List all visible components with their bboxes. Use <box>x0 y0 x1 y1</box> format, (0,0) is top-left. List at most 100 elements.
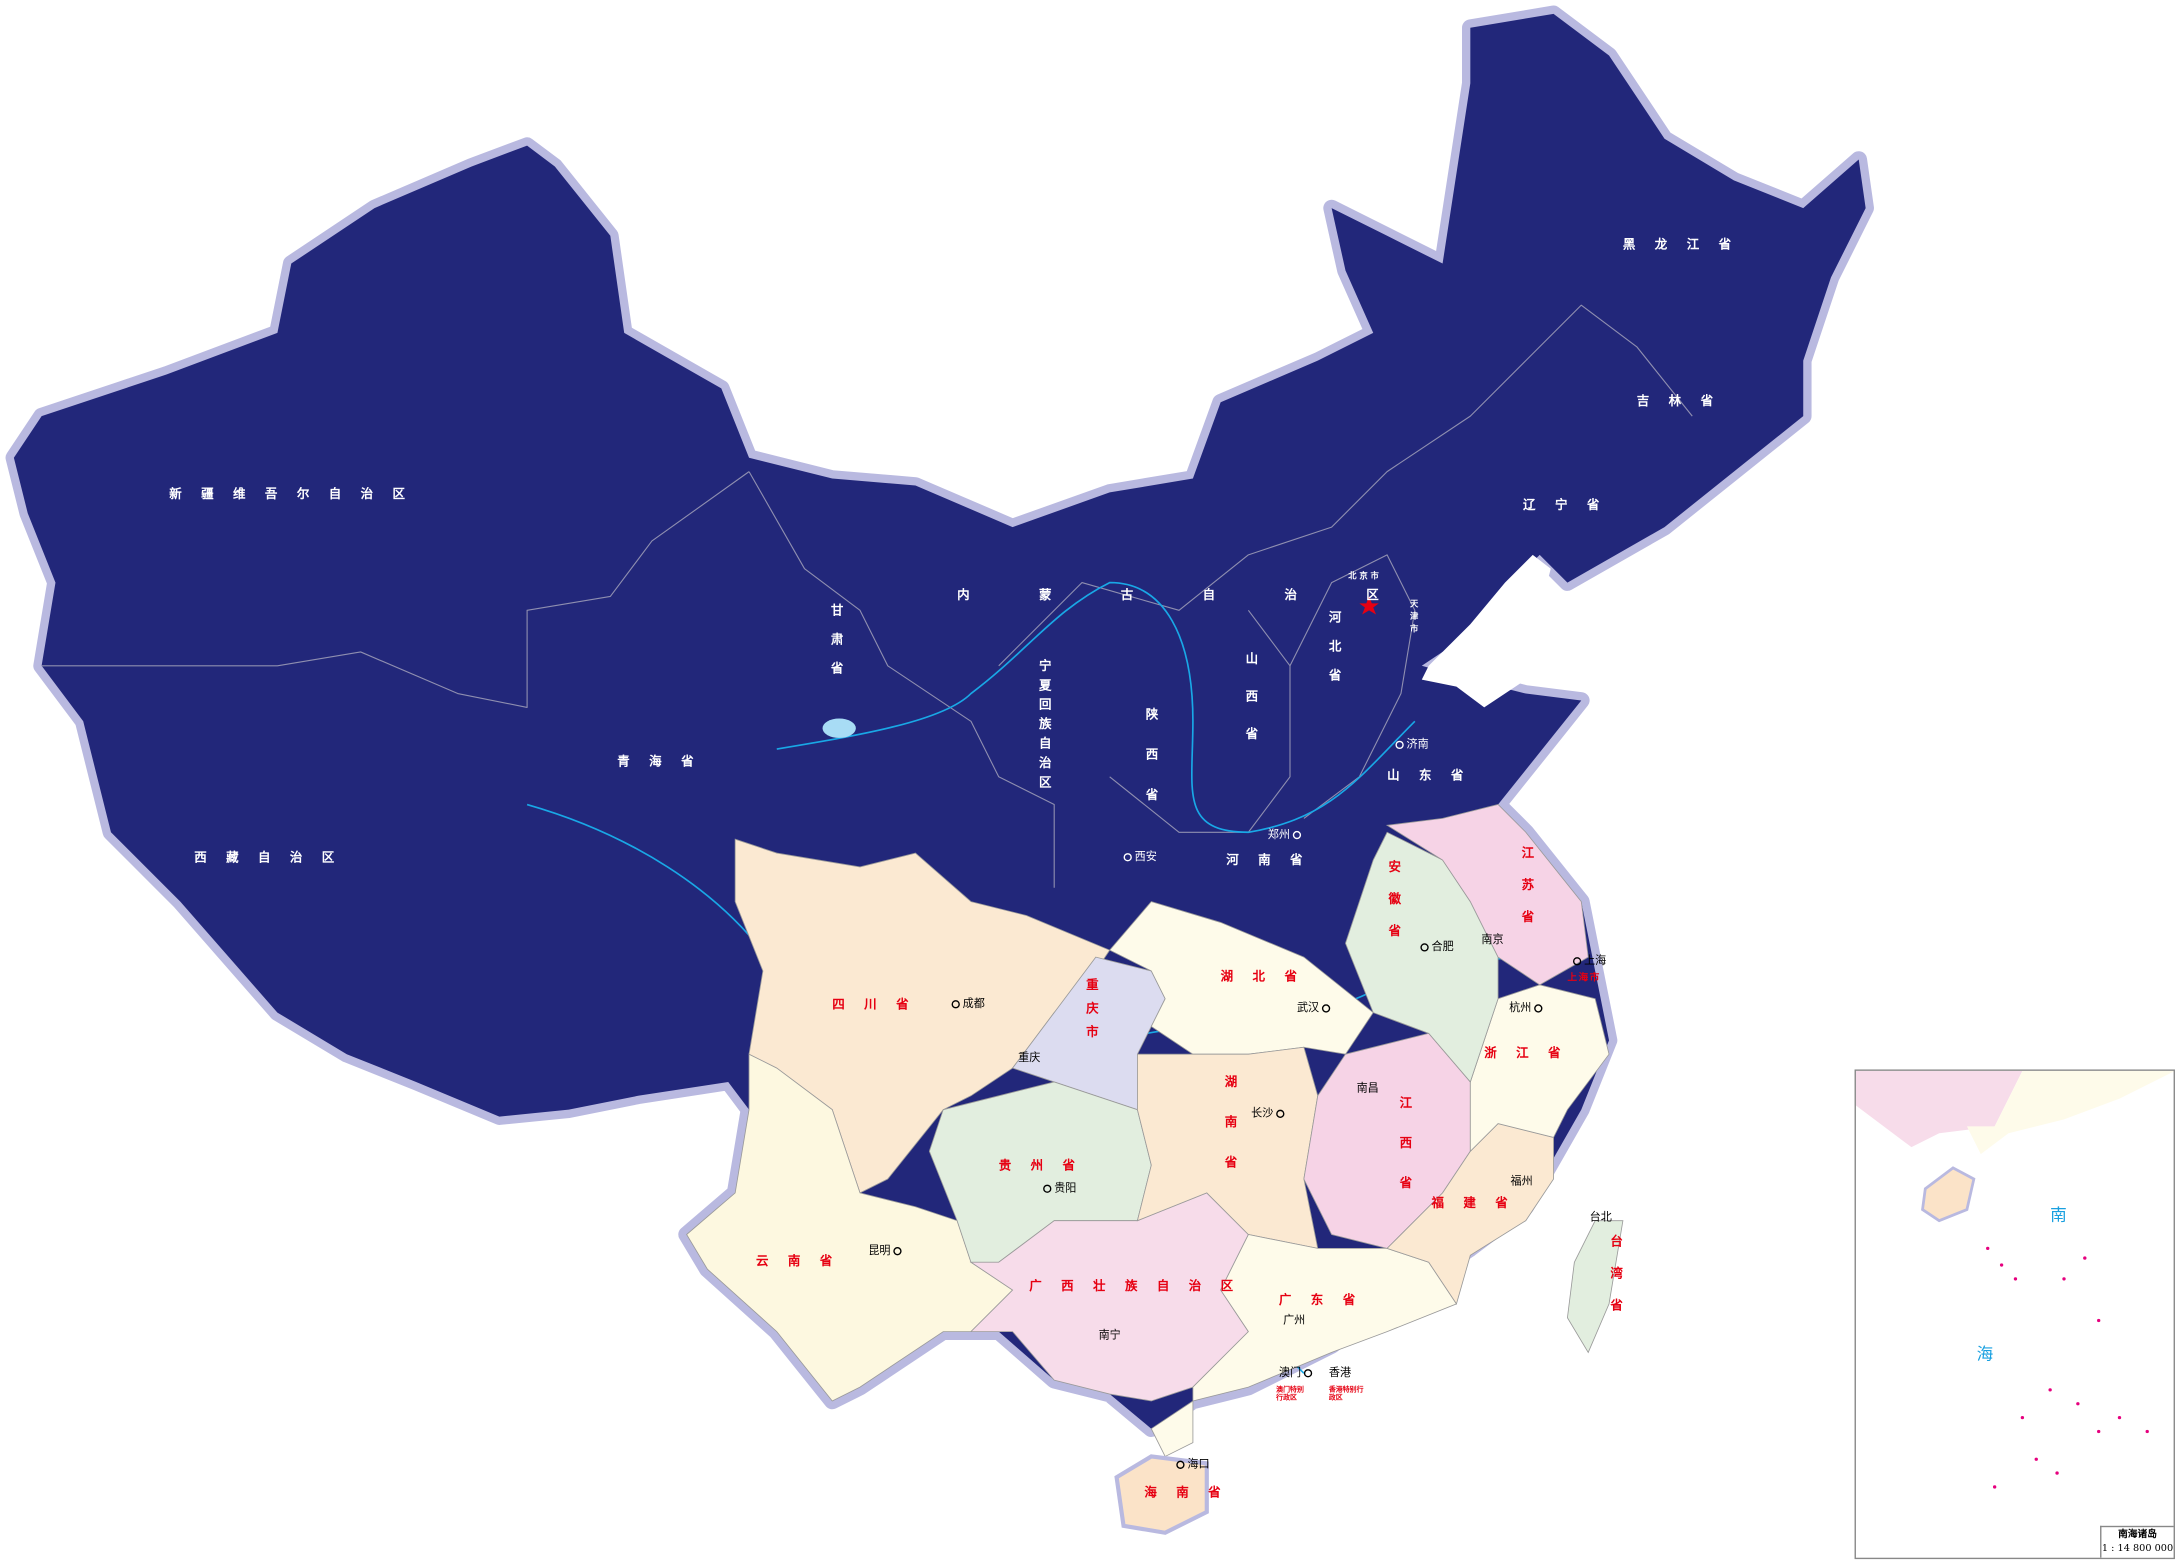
city-hefei: 合肥 <box>1418 940 1454 954</box>
city-name: 重庆 <box>1018 1051 1041 1064</box>
bohai-sea <box>1421 554 1551 708</box>
city-nanning: 南宁 <box>1099 1329 1121 1343</box>
province-border <box>998 304 1693 667</box>
label-liaoning: 辽宁省 <box>1523 499 1619 514</box>
region-hainan <box>1114 1454 1209 1535</box>
label-hebei: 河北省 <box>1326 610 1340 698</box>
sea-label-2: 海 <box>1976 1344 1994 1364</box>
label-jiangxi: 江西省 <box>1396 1095 1411 1217</box>
sea-label-1: 南 <box>2050 1205 2067 1225</box>
label-jilin: 吉林省 <box>1636 395 1733 410</box>
region-jiangsu <box>1385 804 1589 986</box>
city-nanjing: 南京 <box>1481 934 1503 948</box>
label-jiangsu: 江苏省 <box>1518 846 1533 942</box>
label-anhui: 安徽省 <box>1385 860 1400 956</box>
city-shanghai: 上海 <box>1570 954 1606 968</box>
yellow-river <box>776 581 1416 834</box>
city-name: 济南 <box>1406 737 1429 751</box>
city-aomen: 澳门 <box>1279 1366 1315 1380</box>
inset-guangdong <box>1966 1070 2174 1155</box>
city-name: 南京 <box>1481 933 1504 947</box>
city-name: 成都 <box>962 997 985 1010</box>
label-aomen: 澳门特别行政区 <box>1276 1385 1304 1403</box>
label-sichuan: 四川省 <box>832 998 928 1013</box>
label-xinjiang: 新疆维吾尔自治区 <box>169 488 425 503</box>
city-xianggang: 香港 <box>1329 1366 1351 1380</box>
city-name: 澳门 <box>1278 1366 1302 1379</box>
city-chengdu: 成都 <box>949 997 985 1011</box>
city-name: 合肥 <box>1431 940 1454 953</box>
region-yunnan <box>686 1053 1014 1402</box>
city-taibei: 台北 <box>1590 1211 1612 1225</box>
south-china-sea-inset: 南 海 南海诸岛 1 : 14 800 000 <box>1854 1069 2175 1560</box>
label-neimenggu: 内蒙古自治区 <box>957 589 1449 604</box>
label-shanghai: 上海市 <box>1567 972 1601 984</box>
inset-legend: 南海诸岛 1 : 14 800 000 <box>2100 1525 2174 1558</box>
region-guangdong <box>1150 1234 1458 1458</box>
label-henan: 河南省 <box>1226 854 1322 869</box>
label-gansu: 甘肃省 <box>828 603 842 691</box>
label-tianjin: 天津市 <box>1407 599 1418 637</box>
city-name: 昆明 <box>868 1244 891 1257</box>
label-hubei: 湖北省 <box>1220 970 1317 985</box>
city-name: 海口 <box>1187 1457 1210 1471</box>
qinghai-lake <box>822 718 856 738</box>
label-qinghai: 青海省 <box>617 755 713 770</box>
inset-guangxi <box>1855 1070 2023 1148</box>
label-chongqing: 重庆市 <box>1083 977 1098 1049</box>
city-changsha: 长沙 <box>1251 1107 1287 1121</box>
city-name: 贵阳 <box>1054 1181 1077 1195</box>
city-guangzhou: 广州 <box>1283 1314 1305 1328</box>
city-name: 香港 <box>1328 1366 1352 1379</box>
city-name: 福州 <box>1510 1174 1533 1188</box>
city-name: 南昌 <box>1356 1081 1379 1095</box>
inset-title: 南海诸岛 <box>2118 1527 2157 1540</box>
label-fujian: 福建省 <box>1431 1197 1528 1211</box>
label-xizang: 西藏自治区 <box>194 851 354 866</box>
label-zhejiang: 浙江省 <box>1484 1047 1580 1062</box>
label-shanxi: 山西省 <box>1242 651 1257 765</box>
label-ningxia: 宁夏回族自治区 <box>1036 658 1051 795</box>
city-name: 武汉 <box>1296 1001 1320 1014</box>
label-shaanxi: 陕西省 <box>1142 707 1157 829</box>
province-border <box>41 471 750 708</box>
region-zhejiang <box>1469 984 1610 1153</box>
inset-shapes <box>1855 1070 2174 1489</box>
city-chongqing: 重庆 <box>1018 1051 1040 1065</box>
city-haikou: 海口 <box>1173 1457 1210 1472</box>
label-yunnan: 云南省 <box>755 1255 852 1270</box>
label-beijing: 北京市 <box>1348 571 1382 582</box>
city-hangzhou: 杭州 <box>1509 1001 1545 1015</box>
city-jinan: 济南 <box>1393 738 1429 752</box>
label-guangxi: 广西壮族自治区 <box>1029 1280 1253 1295</box>
city-kunming: 昆明 <box>868 1244 904 1258</box>
label-hunan: 湖南省 <box>1222 1075 1236 1196</box>
label-shandong: 山东省 <box>1387 769 1483 784</box>
label-taiwan: 台湾省 <box>1607 1234 1622 1331</box>
inset-islands <box>1986 1246 2149 1489</box>
city-name: 南宁 <box>1098 1328 1121 1342</box>
label-heilongjiang: 黑龙江省 <box>1622 238 1751 253</box>
city-fuzhou: 福州 <box>1511 1175 1533 1189</box>
city-name: 广州 <box>1283 1313 1306 1327</box>
city-guiyang: 贵阳 <box>1040 1182 1076 1196</box>
inset-hainan <box>1921 1166 1976 1223</box>
city-name: 杭州 <box>1509 1001 1532 1014</box>
province-border <box>1109 609 1291 833</box>
city-wuhan: 武汉 <box>1297 1001 1333 1015</box>
label-guizhou: 贵州省 <box>998 1159 1095 1174</box>
city-name: 台北 <box>1589 1210 1612 1224</box>
label-hainan: 海南省 <box>1144 1486 1241 1501</box>
city-name: 上海 <box>1584 954 1607 967</box>
capital-star-icon <box>1359 596 1379 615</box>
city-name: 郑州 <box>1267 828 1291 841</box>
province-border <box>748 471 1055 888</box>
city-name: 长沙 <box>1251 1106 1274 1120</box>
city-nanchang: 南昌 <box>1357 1082 1379 1096</box>
region-taiwan <box>1566 1220 1624 1354</box>
inset-scale: 1 : 14 800 000 <box>2101 1542 2174 1554</box>
city-name: 西安 <box>1134 850 1157 863</box>
city-xian: 西安 <box>1121 850 1157 864</box>
